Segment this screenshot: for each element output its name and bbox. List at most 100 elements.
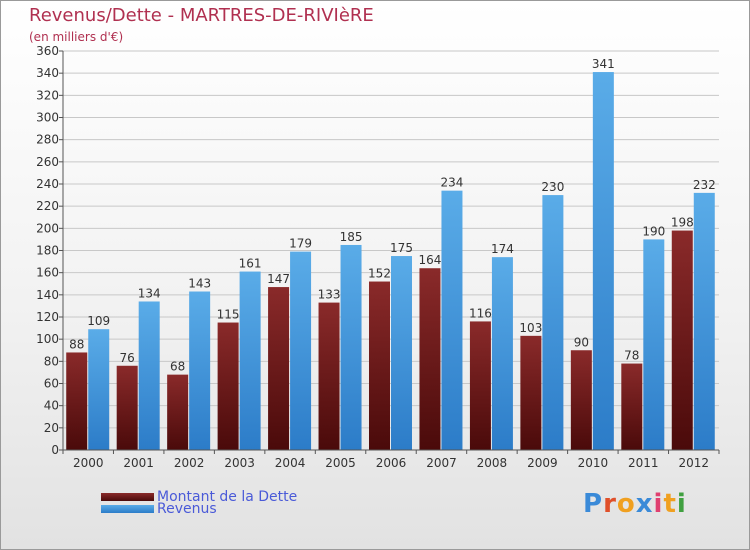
bar-dette [217, 322, 239, 450]
legend-label-dette: Montant de la Dette [157, 489, 298, 505]
value-label-revenus: 175 [390, 241, 413, 255]
y-tick-label: 120 [36, 310, 59, 324]
bar-revenus [290, 251, 312, 450]
bar-dette [167, 374, 189, 450]
value-label-dette: 103 [519, 321, 542, 335]
value-label-dette: 78 [624, 349, 639, 363]
value-label-dette: 88 [69, 337, 84, 351]
y-tick-label: 140 [36, 288, 59, 302]
bar-revenus [189, 291, 211, 450]
value-label-revenus: 230 [541, 180, 564, 194]
logo-letter: P [583, 489, 604, 519]
x-tick-label: 2012 [678, 456, 709, 470]
y-tick-label: 0 [51, 443, 59, 457]
y-tick-label: 200 [36, 221, 59, 235]
bar-dette [66, 352, 88, 450]
x-tick-label: 2002 [174, 456, 205, 470]
y-tick-label: 260 [36, 155, 59, 169]
value-label-revenus: 179 [289, 237, 312, 251]
value-label-revenus: 234 [441, 176, 464, 190]
bar-revenus [441, 190, 463, 450]
bar-revenus [693, 192, 715, 450]
bars [66, 72, 715, 450]
y-tick-label: 20 [44, 421, 59, 435]
value-label-dette: 152 [368, 267, 391, 281]
axes: 0 20 40 60 80 100 120 140 160 180 200 220 240 260 280 3… [36, 44, 720, 470]
value-label-dette: 147 [267, 272, 290, 286]
value-label-dette: 115 [217, 308, 240, 322]
y-tick-label: 300 [36, 111, 59, 125]
logo-letter: i [653, 489, 664, 519]
bar-dette [570, 350, 592, 450]
proxiti-logo: Proxiti [583, 489, 687, 519]
value-label-revenus: 341 [592, 57, 615, 71]
x-tick-label: 2003 [224, 456, 255, 470]
bar-dette [671, 230, 693, 450]
value-label-dette: 116 [469, 306, 492, 320]
value-label-revenus: 134 [138, 286, 161, 300]
value-label-revenus: 174 [491, 242, 514, 256]
bar-revenus [491, 257, 513, 450]
logo-letter: t [663, 489, 677, 519]
value-label-revenus: 185 [340, 230, 363, 244]
value-label-revenus: 190 [642, 224, 665, 238]
y-tick-label: 60 [44, 377, 59, 391]
x-tick-label: 2008 [477, 456, 508, 470]
value-label-dette: 164 [419, 253, 442, 267]
value-label-revenus: 143 [188, 277, 211, 291]
y-tick-label: 40 [44, 399, 59, 413]
y-tick-label: 180 [36, 244, 59, 258]
y-tick-label: 280 [36, 133, 59, 147]
value-label-revenus: 161 [239, 257, 262, 271]
y-tick-label: 160 [36, 266, 59, 280]
value-label-dette: 90 [574, 335, 589, 349]
bar-dette [419, 268, 441, 450]
x-tick-label: 2005 [325, 456, 356, 470]
x-tick-label: 2004 [275, 456, 306, 470]
bar-dette [621, 363, 643, 450]
y-tick-label: 360 [36, 44, 59, 58]
x-tick-label: 2009 [527, 456, 558, 470]
bar-revenus [592, 72, 614, 450]
value-label-dette: 68 [170, 360, 185, 374]
bar-revenus [88, 329, 110, 450]
logo-letter: x [635, 489, 654, 519]
y-tick-label: 240 [36, 177, 59, 191]
bar-dette [520, 335, 542, 450]
bar-revenus [340, 244, 362, 450]
bar-dette [116, 365, 138, 450]
legend-swatch-dette [101, 493, 154, 501]
x-tick-label: 2010 [578, 456, 609, 470]
x-tick-label: 2006 [376, 456, 407, 470]
y-tick-label: 100 [36, 332, 59, 346]
value-label-dette: 76 [120, 351, 135, 365]
bar-revenus [239, 271, 261, 450]
value-label-dette: 198 [671, 216, 694, 230]
value-label-revenus: 232 [693, 178, 716, 192]
x-tick-label: 2001 [123, 456, 154, 470]
bar-dette [469, 321, 491, 450]
value-label-revenus: 109 [87, 314, 110, 328]
logo-letter: i [676, 489, 687, 519]
y-tick-label: 80 [44, 354, 59, 368]
bar-dette [369, 281, 390, 450]
bar-revenus [542, 195, 564, 450]
x-tick-label: 2000 [73, 456, 104, 470]
chart-title: Revenus/Dette - MARTRES-DE-RIVIèRE [29, 5, 374, 26]
y-tick-label: 320 [36, 88, 59, 102]
chart-subtitle: (en milliers d'€) [29, 30, 124, 44]
bar-dette [318, 302, 340, 450]
bar-revenus [643, 239, 665, 450]
bar-revenus [138, 301, 160, 450]
legend-swatch-revenus [101, 505, 154, 513]
y-tick-label: 220 [36, 199, 59, 213]
y-tick-label: 340 [36, 66, 59, 80]
legend-label-revenus: Revenus [157, 501, 217, 517]
value-label-dette: 133 [318, 288, 341, 302]
bar-dette [268, 287, 290, 450]
bar-revenus [391, 256, 412, 450]
logo-letter: r [603, 489, 617, 519]
